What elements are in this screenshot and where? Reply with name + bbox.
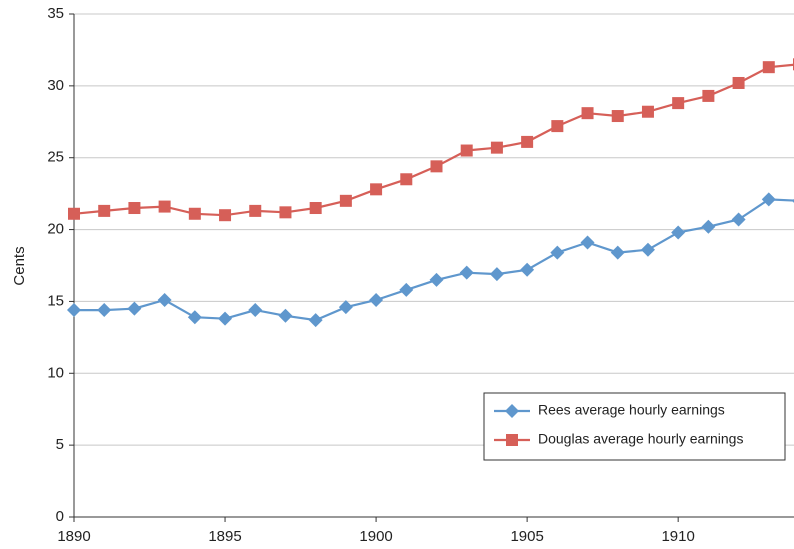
y-tick-label: 25 bbox=[47, 149, 64, 166]
y-tick-label: 20 bbox=[47, 221, 64, 238]
series-line bbox=[74, 198, 794, 322]
marker bbox=[551, 120, 564, 133]
marker bbox=[279, 206, 292, 219]
marker bbox=[701, 219, 716, 234]
marker bbox=[521, 135, 534, 148]
legend-label: Douglas average hourly earnings bbox=[538, 431, 743, 447]
marker bbox=[580, 235, 595, 250]
marker bbox=[581, 107, 594, 120]
marker bbox=[68, 207, 80, 220]
marker bbox=[127, 301, 142, 316]
marker bbox=[249, 204, 262, 217]
marker bbox=[610, 245, 625, 260]
marker bbox=[611, 110, 624, 123]
legend-marker bbox=[505, 404, 519, 418]
marker bbox=[490, 141, 503, 154]
marker bbox=[98, 204, 111, 217]
marker bbox=[732, 76, 745, 89]
marker bbox=[399, 282, 414, 297]
marker bbox=[97, 303, 112, 318]
marker bbox=[702, 89, 715, 102]
marker bbox=[308, 313, 323, 328]
marker bbox=[489, 267, 504, 282]
y-tick-label: 0 bbox=[56, 508, 64, 525]
marker bbox=[370, 183, 383, 196]
x-tick-label: 1905 bbox=[510, 528, 543, 545]
legend-label: Rees average hourly earnings bbox=[538, 402, 725, 418]
y-tick-label: 15 bbox=[47, 292, 64, 309]
marker bbox=[309, 202, 322, 215]
marker bbox=[672, 97, 685, 110]
y-tick-label: 35 bbox=[47, 5, 64, 22]
series-line bbox=[73, 63, 794, 217]
marker bbox=[248, 303, 263, 318]
y-tick-label: 5 bbox=[56, 436, 64, 453]
marker bbox=[219, 209, 232, 222]
marker bbox=[671, 225, 686, 240]
marker bbox=[339, 194, 352, 207]
y-tick-label: 30 bbox=[47, 77, 64, 94]
x-tick-label: 1900 bbox=[359, 528, 392, 545]
y-axis-label: Cents bbox=[11, 246, 28, 285]
marker bbox=[761, 192, 776, 207]
y-tick-label: 10 bbox=[47, 364, 64, 381]
marker bbox=[128, 202, 141, 215]
legend-box bbox=[483, 392, 786, 461]
marker bbox=[338, 300, 353, 315]
marker bbox=[550, 245, 565, 260]
x-tick-label: 1895 bbox=[208, 528, 241, 545]
legend-marker bbox=[506, 434, 518, 446]
marker bbox=[460, 144, 473, 157]
marker bbox=[429, 272, 444, 287]
marker bbox=[157, 292, 172, 307]
marker bbox=[520, 262, 535, 277]
marker bbox=[188, 207, 201, 220]
marker bbox=[640, 242, 655, 257]
plot-area bbox=[67, 58, 794, 328]
marker bbox=[67, 303, 81, 318]
marker bbox=[369, 292, 384, 307]
marker bbox=[400, 173, 413, 186]
marker bbox=[218, 311, 233, 326]
marker bbox=[641, 105, 654, 118]
x-tick-label: 1890 bbox=[57, 528, 90, 545]
x-tick-label: 1910 bbox=[661, 528, 694, 545]
marker bbox=[158, 200, 171, 213]
marker bbox=[430, 160, 443, 173]
marker bbox=[278, 308, 293, 323]
marker bbox=[731, 212, 746, 227]
marker bbox=[459, 265, 474, 280]
marker bbox=[762, 61, 775, 74]
marker bbox=[187, 310, 202, 325]
